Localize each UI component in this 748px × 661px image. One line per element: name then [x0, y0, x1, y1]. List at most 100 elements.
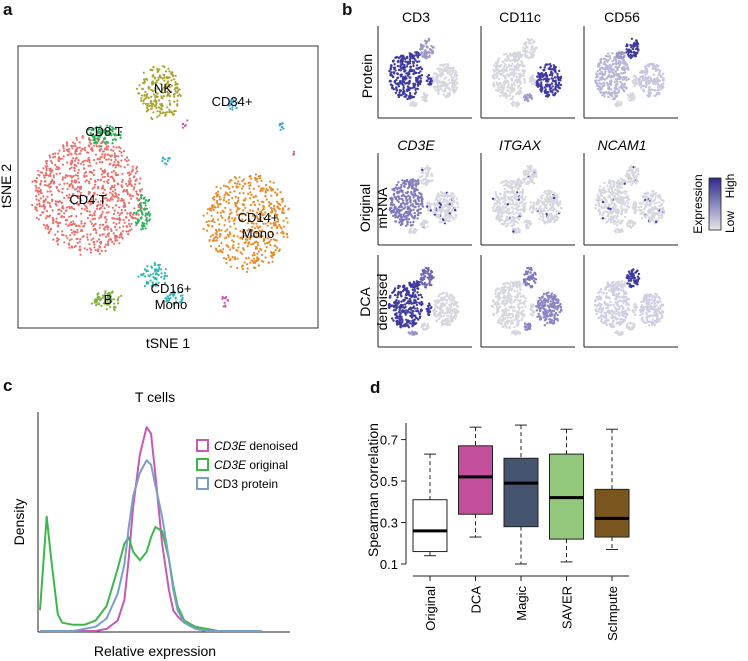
feature-point	[519, 81, 522, 85]
tsne-point	[165, 82, 168, 86]
tsne-point	[258, 225, 262, 228]
tsne-point	[240, 236, 243, 239]
feature-point	[425, 41, 428, 44]
tsne-point	[78, 141, 81, 144]
feature-point	[417, 71, 421, 75]
tsne-point	[109, 191, 112, 194]
feature-point	[497, 64, 500, 68]
tsne-point	[51, 199, 54, 203]
feature-point	[502, 74, 505, 77]
tsne-point	[261, 187, 264, 190]
feature-point	[656, 83, 660, 86]
feature-point	[437, 81, 440, 84]
tsne-point	[267, 201, 271, 204]
tsne-point	[176, 89, 180, 92]
feature-point	[448, 88, 452, 92]
tsne-point	[214, 247, 218, 250]
tsne-point	[110, 148, 113, 151]
feature-point	[615, 101, 619, 104]
feature-point	[616, 103, 620, 106]
feature-point	[499, 85, 502, 89]
tsne-point	[132, 188, 135, 191]
feature-point	[611, 52, 614, 55]
feature-point	[419, 211, 422, 215]
feature-point	[604, 54, 608, 58]
feature-point	[431, 50, 434, 54]
tsne-point	[112, 221, 115, 224]
feature-point	[599, 77, 602, 80]
tsne-point	[166, 106, 169, 109]
tsne-point	[155, 95, 158, 98]
feature-plot-r0-c1	[480, 26, 575, 119]
tsne-point	[216, 218, 220, 221]
feature-point	[542, 209, 545, 212]
tsne-point	[142, 201, 145, 204]
tsne-point	[276, 205, 279, 208]
tsne-point	[129, 173, 132, 176]
feature-point	[431, 179, 434, 182]
tsne-point	[218, 244, 221, 248]
tsne-point	[174, 81, 177, 84]
feature-point	[601, 76, 604, 79]
feature-point	[506, 56, 509, 59]
tsne-point	[125, 188, 129, 192]
tsne-point	[151, 281, 154, 284]
tsne-point	[120, 184, 123, 187]
cluster-label-cd8t: CD8 T	[85, 124, 122, 139]
feature-point	[450, 86, 454, 89]
feature-point	[521, 208, 524, 211]
feature-point	[507, 63, 510, 67]
feature-point	[414, 91, 418, 94]
tsne-point	[52, 182, 55, 185]
feature-point	[604, 67, 607, 71]
tsne-point	[117, 218, 120, 221]
feature-point	[503, 191, 506, 195]
feature-point	[626, 93, 630, 97]
feature-point	[402, 207, 405, 210]
tsne-point	[112, 186, 116, 189]
tsne-point	[211, 234, 214, 237]
feature-point	[399, 89, 403, 92]
tsne-point	[140, 99, 143, 102]
tsne-point	[105, 158, 108, 161]
feature-point	[514, 183, 517, 186]
feature-point	[543, 86, 546, 89]
tsne-point	[239, 230, 242, 233]
tsne-point	[256, 243, 259, 247]
tsne-point	[104, 292, 107, 295]
tsne-point	[110, 158, 113, 162]
feature-point	[424, 39, 427, 42]
feature-point	[501, 69, 504, 72]
tsne-point	[249, 261, 252, 264]
tsne-point	[242, 209, 245, 212]
feature-point	[524, 41, 527, 44]
tsne-point	[163, 162, 167, 165]
feature-point	[422, 95, 425, 99]
feature-point	[514, 220, 517, 223]
tsne-point	[221, 295, 224, 299]
tsne-point	[71, 246, 74, 249]
tsne-point	[112, 145, 115, 148]
tsne-point	[55, 172, 58, 175]
tsne-point	[164, 268, 167, 271]
feature-point	[409, 68, 412, 71]
feature-point	[620, 67, 623, 70]
tsne-point	[63, 182, 66, 185]
tsne-point	[137, 213, 140, 216]
tsne-point	[275, 220, 278, 223]
tsne-point	[259, 216, 262, 219]
tsne-point	[252, 251, 256, 254]
feature-point	[529, 201, 533, 204]
feature-point	[417, 205, 420, 208]
tsne-point	[272, 181, 275, 184]
cluster-label-b: B	[104, 292, 113, 307]
feature-point	[612, 97, 615, 101]
feature-point	[409, 76, 412, 80]
tsne-point	[79, 149, 83, 152]
feature-point	[452, 193, 455, 196]
tsne-point	[84, 159, 87, 162]
feature-point	[537, 85, 540, 88]
feature-point	[632, 43, 635, 46]
tsne-point	[133, 211, 136, 215]
tsne-point	[76, 228, 79, 231]
